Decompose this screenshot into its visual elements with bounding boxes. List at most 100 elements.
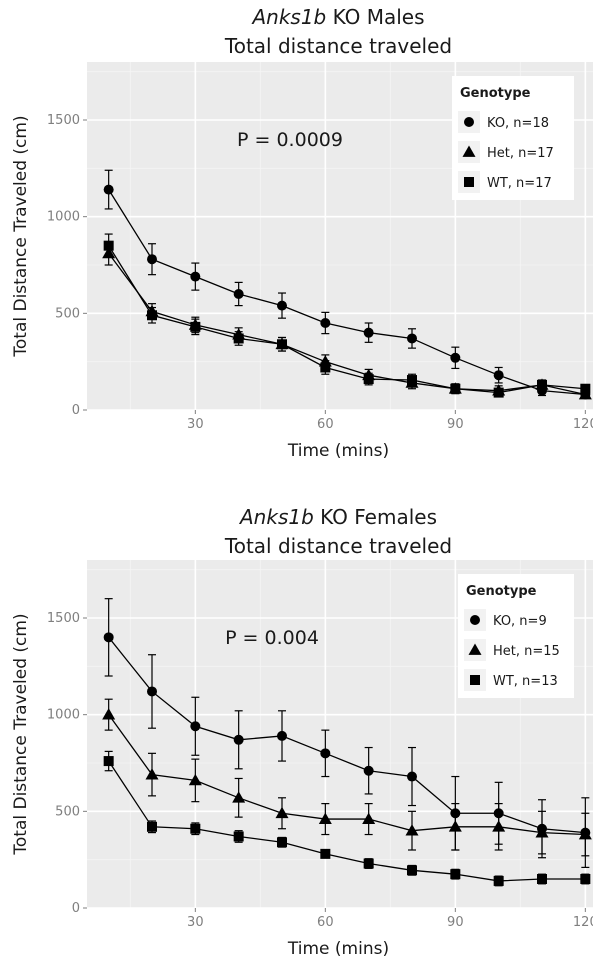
data-point-triangle (188, 773, 202, 786)
data-point-circle (407, 333, 417, 344)
data-point-square (493, 875, 504, 886)
data-point-square (277, 837, 287, 848)
data-point-circle (147, 254, 157, 265)
legend-key-circle (464, 117, 474, 127)
y-tick-label: 1500 (47, 611, 80, 626)
data-point-circle (493, 370, 504, 381)
data-point-circle (233, 289, 244, 299)
data-point-square (147, 821, 157, 832)
data-point-square (320, 848, 331, 859)
data-point-circle (407, 771, 417, 782)
data-point-square (147, 310, 157, 321)
chart-title: Anks1b KO Males (250, 5, 424, 29)
data-point-circle (190, 721, 201, 732)
chart-panel-2: Anks1b KO Females Total distance traveled… (11, 505, 593, 959)
data-point-circle (103, 184, 114, 195)
data-point-triangle (405, 824, 419, 836)
series-line (108, 189, 586, 396)
x-tick-label: 90 (447, 417, 464, 432)
data-point-triangle (232, 791, 246, 803)
data-point-square (190, 823, 201, 834)
data-point-square (537, 379, 547, 390)
data-point-square (580, 383, 591, 394)
data-point-square (320, 362, 331, 373)
data-point-circle (363, 765, 374, 776)
data-point-triangle (578, 828, 592, 840)
data-point-circle (190, 271, 201, 282)
data-point-square (363, 858, 374, 869)
x-tick-label: 120 (573, 915, 593, 930)
data-point-square (190, 321, 201, 332)
data-point-circle (277, 730, 287, 741)
chart-title-rest: KO Males (326, 5, 424, 29)
chart-panel-1: Anks1b KO Males Total distance traveled 0 5… (11, 5, 593, 461)
legend-label: Het, n=15 (493, 644, 560, 659)
legend-key-circle (470, 615, 480, 625)
x-tick-label: 60 (317, 417, 334, 432)
x-tick-label: 60 (317, 915, 334, 930)
data-point-circle (147, 686, 157, 697)
series-line (108, 253, 586, 396)
data-point-triangle (535, 826, 549, 838)
data-point-triangle (362, 812, 376, 824)
data-point-square (233, 831, 244, 842)
y-tick-label: 0 (72, 901, 80, 916)
series-line (108, 636, 586, 834)
legend-title: Genotype (466, 584, 537, 599)
data-point-circle (450, 352, 461, 363)
legend-label: KO, n=9 (493, 614, 547, 629)
data-point-square (537, 874, 547, 884)
x-axis-title: Time (mins) (287, 939, 389, 959)
data-point-circle (363, 327, 374, 338)
x-tick-label: 90 (447, 915, 464, 930)
data-point-circle (320, 318, 331, 328)
legend: Genotype KO, n=9 Het, n=15 WT, n=13 (458, 574, 574, 698)
chart-title-rest: KO Females (314, 505, 437, 529)
chart-title-italic: Anks1b (238, 505, 314, 529)
legend-key-triangle (462, 145, 476, 157)
data-point-square (277, 339, 287, 350)
y-axis-title: Total Distance Traveled (cm) (11, 613, 31, 855)
legend: Genotype KO, n=18 Het, n=17 WT, n=17 (452, 76, 574, 200)
data-point-square (233, 333, 244, 344)
data-point-circle (320, 748, 331, 759)
data-point-triangle (318, 812, 332, 824)
series-line (108, 714, 586, 836)
p-value-annotation: P = 0.004 (225, 627, 319, 649)
data-point-circle (277, 300, 287, 311)
chart-title: Anks1b KO Females (238, 505, 437, 529)
data-point-square (103, 240, 114, 251)
legend-key-square (464, 177, 474, 187)
x-tick-label: 30 (187, 417, 204, 432)
legend-label: KO, n=18 (487, 116, 549, 131)
y-tick-label: 1000 (47, 210, 80, 225)
chart-subtitle: Total distance traveled (224, 34, 452, 58)
series-line (108, 760, 586, 882)
data-point-square (450, 383, 461, 394)
series-square (103, 233, 591, 398)
series-line (108, 245, 586, 394)
x-tick-label: 120 (573, 417, 593, 432)
data-point-square (407, 375, 417, 386)
legend-key-square (470, 675, 480, 685)
legend-label: WT, n=13 (493, 674, 558, 689)
data-point-triangle (102, 708, 116, 720)
legend-label: Het, n=17 (487, 146, 554, 161)
chart-title-italic: Anks1b (250, 5, 326, 29)
y-tick-label: 1500 (47, 113, 80, 128)
data-point-circle (233, 734, 244, 745)
data-point-triangle (448, 820, 462, 832)
data-point-square (103, 756, 114, 767)
data-point-square (363, 374, 374, 385)
legend-label: WT, n=17 (487, 176, 552, 191)
y-axis-title: Total Distance Traveled (cm) (11, 115, 31, 357)
y-tick-label: 500 (55, 804, 80, 819)
data-point-triangle (492, 820, 506, 832)
legend-key-triangle (468, 643, 482, 655)
chart-subtitle: Total distance traveled (224, 534, 452, 558)
y-tick-label: 0 (72, 403, 80, 418)
p-value-annotation: P = 0.0009 (237, 129, 343, 151)
data-point-square (450, 869, 461, 880)
